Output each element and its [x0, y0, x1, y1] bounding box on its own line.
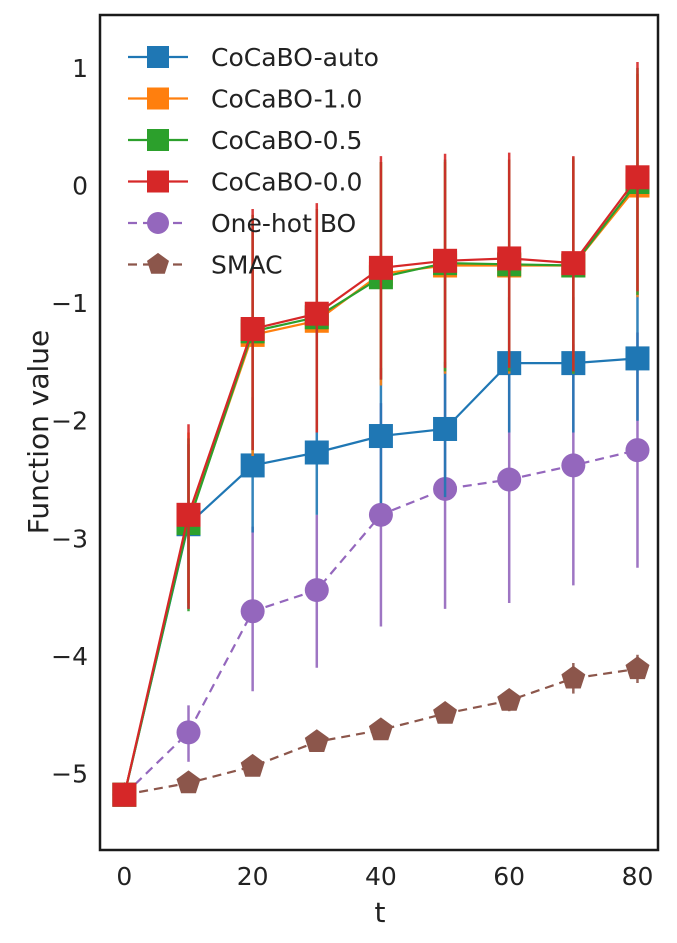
data-point	[368, 717, 393, 741]
legend-marker	[147, 170, 169, 193]
data-point	[433, 416, 458, 441]
x-tick-label: 0	[116, 862, 132, 891]
data-point	[304, 729, 329, 752]
legend-item: CoCaBO-0.0	[128, 168, 362, 197]
data-point	[625, 346, 650, 371]
data-point	[497, 246, 522, 271]
legend-marker	[147, 212, 169, 234]
legend: CoCaBO-auto CoCaBO-1.0 CoCaBO-0.5 CoCaBO-0.…	[128, 43, 379, 280]
legend-item: SMAC	[128, 251, 283, 280]
legend-item: One-hot BO	[128, 209, 356, 238]
legend-label: One-hot BO	[211, 209, 356, 238]
data-point	[433, 701, 457, 724]
legend-item: CoCaBO-0.5	[128, 126, 362, 155]
data-point	[240, 599, 265, 624]
plot-frame	[98, 13, 660, 852]
data-point	[240, 753, 265, 777]
legend-item: CoCaBO-1.0	[128, 85, 362, 114]
y-tick-label: −3	[51, 524, 88, 553]
data-point	[304, 301, 329, 326]
data-point	[625, 165, 650, 190]
y-tick-label: −5	[51, 760, 88, 789]
legend-label: CoCaBO-0.5	[211, 126, 362, 155]
data-point	[304, 578, 329, 603]
data-point	[368, 424, 393, 449]
data-point	[176, 770, 201, 794]
y-tick-label: −2	[51, 407, 88, 436]
legend-marker	[147, 252, 169, 274]
x-tick-label: 40	[365, 862, 397, 891]
plot-area	[112, 62, 650, 807]
data-point	[497, 688, 522, 711]
legend-label: CoCaBO-1.0	[211, 85, 362, 114]
y-tick-label: 1	[72, 54, 88, 83]
data-point	[561, 251, 586, 276]
data-point	[176, 502, 201, 527]
data-point	[433, 248, 458, 273]
y-tick-label: −4	[51, 642, 88, 671]
data-point	[625, 438, 650, 463]
data-point	[561, 665, 586, 689]
x-tick-label: 60	[493, 862, 525, 891]
series-cocabo-0-0	[112, 62, 650, 807]
x-axis-label: t	[375, 896, 386, 929]
legend-label: CoCaBO-auto	[211, 43, 379, 72]
data-point	[497, 467, 522, 492]
legend-item: CoCaBO-auto	[128, 43, 379, 72]
legend-marker	[147, 129, 169, 151]
y-tick-label: 0	[72, 172, 88, 201]
data-point	[240, 317, 265, 342]
x-tick-labels: 0 20 40 60 80	[116, 862, 653, 891]
legend-marker	[147, 46, 169, 68]
data-point	[240, 453, 265, 478]
y-axis-label: Function value	[22, 330, 55, 534]
x-tick-label: 20	[237, 862, 269, 891]
legend-marker	[147, 87, 169, 110]
data-point	[112, 782, 137, 807]
data-point	[176, 720, 201, 745]
series-line	[124, 667, 638, 796]
legend-label: SMAC	[211, 251, 283, 280]
y-tick-label: −1	[51, 289, 88, 318]
data-point	[368, 255, 393, 280]
data-point	[304, 440, 329, 465]
data-point	[561, 453, 586, 478]
data-point	[625, 656, 650, 680]
y-tick-labels: 1 0 −1 −2 −3 −4 −5	[51, 54, 88, 789]
x-tick-label: 80	[622, 862, 654, 891]
legend-label: CoCaBO-0.0	[211, 168, 362, 197]
data-point	[368, 502, 393, 527]
